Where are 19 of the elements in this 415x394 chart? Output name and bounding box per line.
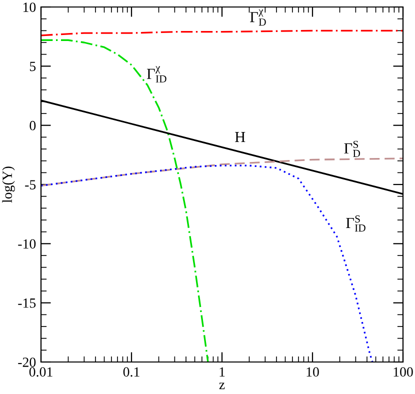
x-tick-label: 100: [394, 367, 413, 377]
annotation: H: [235, 132, 246, 142]
y-tick-label: 5: [30, 62, 36, 72]
y-tick-label: 10: [23, 2, 36, 12]
y-tick-label: 0: [30, 120, 36, 130]
y-axis-title: log(Y): [2, 166, 15, 203]
x-tick-label: 1: [220, 367, 225, 376]
annotation: Γ$^{S}$$_{ID}$: [346, 215, 366, 232]
annotation: Γ$^{S}$$_{D}$: [344, 140, 360, 157]
x-axis-title: z: [219, 382, 225, 390]
x-tick-label: 0.01: [29, 367, 52, 377]
x-tick-label: 0.1: [123, 367, 140, 377]
annotation: Γ$^{χ}$$_{ID}$: [146, 66, 166, 82]
y-tick-label: -10: [18, 239, 36, 249]
x-tick-label: 10: [306, 367, 319, 377]
y-tick-label: -5: [25, 180, 36, 190]
annotation: Γ$^{χ}$$_{D}$: [250, 9, 266, 26]
y-tick-label: -20: [18, 358, 36, 367]
y-tick-label: -15: [18, 298, 36, 308]
